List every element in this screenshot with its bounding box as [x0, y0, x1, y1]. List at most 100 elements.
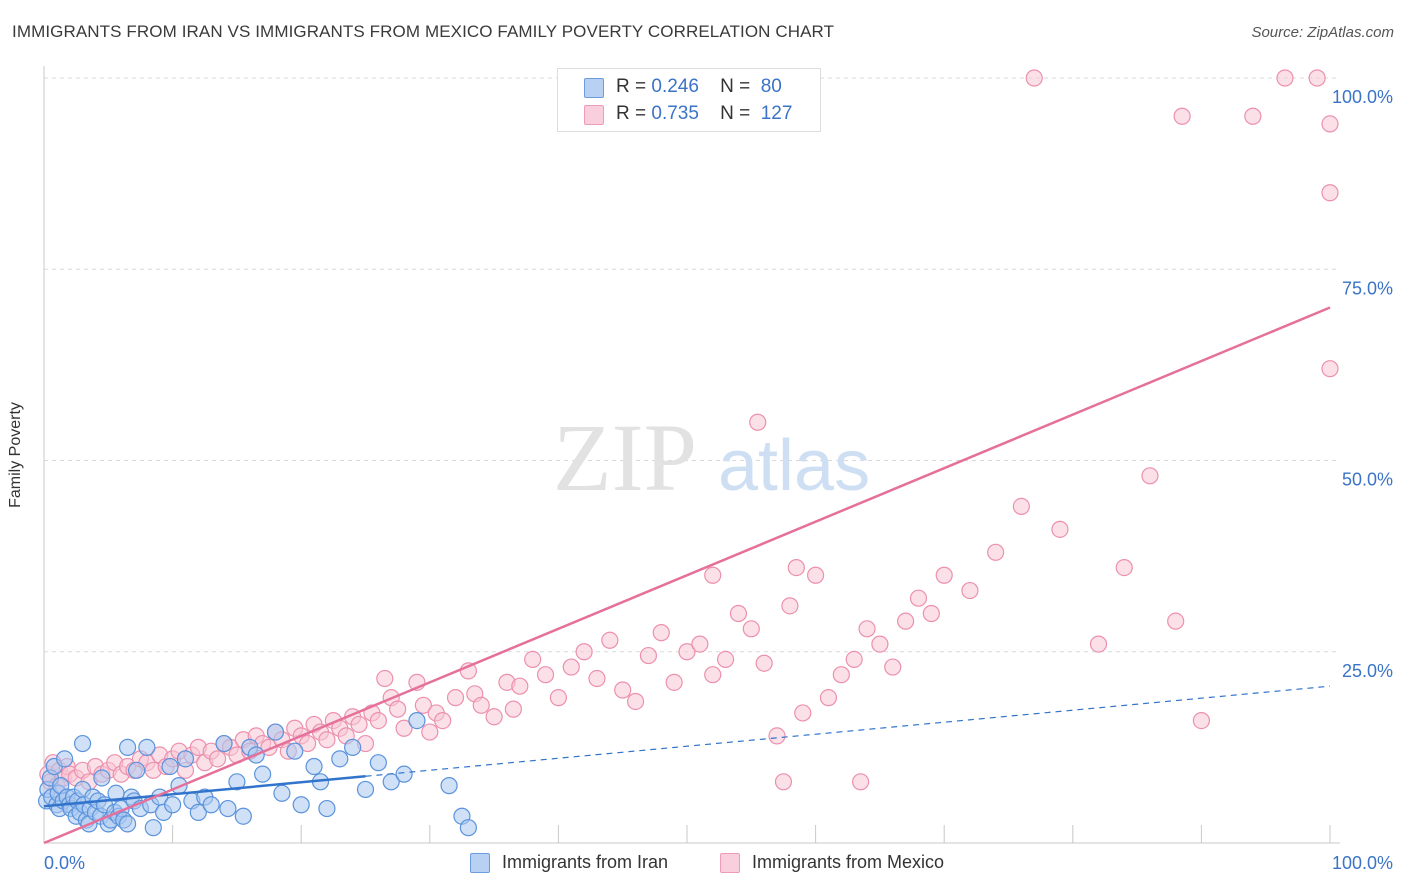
- mexico-point: [749, 413, 767, 431]
- mexico-point: [858, 620, 876, 638]
- iran-points: [37, 711, 477, 837]
- iran-point: [118, 815, 137, 833]
- mexico-point: [794, 704, 812, 722]
- iran-point: [176, 750, 195, 768]
- mexico-point: [389, 700, 407, 718]
- mexico-point: [626, 692, 645, 711]
- y-tick-label-1: 50.0%: [1342, 470, 1393, 490]
- mexico-point: [395, 719, 413, 737]
- iran-trend-line: [43, 775, 366, 808]
- mexico-point: [575, 643, 593, 661]
- legend-iran-stats: R = 0.246 N = 80: [616, 76, 782, 98]
- y-tick-label-3: 100.0%: [1332, 87, 1393, 107]
- iran-point: [395, 765, 413, 783]
- iran-point: [273, 784, 291, 802]
- iran-legend-swatch: [470, 853, 490, 873]
- mexico-point: [536, 666, 555, 684]
- iran-point: [138, 738, 156, 756]
- mexico-point: [781, 597, 799, 615]
- mexico-point: [678, 643, 696, 661]
- iran-point: [202, 796, 220, 814]
- mexico-point: [446, 689, 465, 707]
- source-label: Source: ZipAtlas.com: [1251, 24, 1394, 41]
- mexico-point: [511, 677, 529, 695]
- iran-point: [305, 757, 323, 776]
- iran-point: [266, 723, 285, 741]
- mexico-legend-swatch: [720, 853, 740, 873]
- iran-swatch: [584, 78, 604, 98]
- mexico-point: [1321, 360, 1339, 378]
- mexico-point: [704, 666, 722, 684]
- mexico-point: [1012, 497, 1030, 515]
- mexico-point: [987, 543, 1005, 561]
- mexico-point: [691, 635, 709, 653]
- y-axis-label: Family Poverty: [7, 402, 24, 508]
- mexico-swatch: [584, 105, 604, 125]
- mexico-point: [504, 700, 522, 718]
- chart-title: IMMIGRANTS FROM IRAN VS IMMIGRANTS FROM …: [12, 22, 835, 41]
- iran-point: [127, 761, 146, 779]
- mexico-point: [704, 566, 722, 584]
- mexico-point: [414, 696, 432, 714]
- mexico-point: [774, 773, 793, 791]
- legend-mexico-n-label: N =: [720, 103, 751, 124]
- iran-point: [215, 734, 233, 753]
- mexico-point: [369, 711, 387, 730]
- mexico-point: [588, 669, 606, 688]
- iran-point: [369, 754, 387, 772]
- mexico-point: [1141, 467, 1159, 485]
- legend-iran-r-label: R =: [616, 76, 647, 97]
- iran-point: [408, 711, 426, 730]
- x-tick-label-0: 0.0%: [44, 853, 85, 873]
- iran-point: [228, 773, 246, 791]
- iran-point: [55, 750, 74, 768]
- watermark-atlas: atlas: [718, 426, 870, 506]
- iran-point: [356, 780, 375, 799]
- iran-point: [459, 819, 477, 837]
- iran-point: [161, 757, 179, 776]
- x-tick-labels: 0.0% 100.0%: [44, 853, 1393, 873]
- mexico-point: [922, 604, 940, 623]
- legend-mexico-r-value: 0.735: [651, 103, 699, 124]
- legend-iran-n-value: 80: [760, 76, 782, 97]
- mexico-point: [549, 689, 568, 707]
- mexico-point: [1167, 612, 1185, 630]
- watermark-zip: ZIP: [553, 404, 697, 511]
- mexico-point: [884, 658, 902, 676]
- mexico-point: [614, 681, 632, 699]
- mexico-point: [1115, 558, 1133, 577]
- mexico-point: [209, 750, 227, 768]
- y-tick-label-0: 25.0%: [1342, 661, 1393, 681]
- mexico-point: [935, 566, 953, 584]
- mexico-point: [806, 566, 825, 584]
- iran-point: [331, 750, 349, 768]
- mexico-point: [716, 650, 735, 669]
- mexico-point: [845, 650, 863, 669]
- gridlines: [44, 77, 1340, 653]
- y-tick-label-2: 75.0%: [1342, 278, 1393, 298]
- iran-point: [93, 769, 111, 787]
- mexico-point: [1089, 635, 1108, 653]
- mexico-point: [1025, 69, 1043, 87]
- mexico-point: [376, 669, 394, 688]
- iran-point: [292, 796, 310, 814]
- mexico-point: [819, 689, 838, 707]
- iran-legend-label: Immigrants from Iran: [502, 852, 669, 872]
- mexico-trend-line: [43, 306, 1331, 845]
- mexico-point: [639, 646, 658, 665]
- iran-point: [219, 799, 237, 818]
- mexico-legend-label: Immigrants from Mexico: [752, 852, 945, 872]
- mexico-point: [299, 734, 317, 753]
- mexico-point: [562, 658, 580, 676]
- mexico-point: [1276, 69, 1294, 87]
- iran-point: [286, 742, 304, 760]
- legend-mexico-n-value: 127: [760, 103, 793, 124]
- mexico-point: [601, 631, 619, 649]
- legend-iran-r-value: 0.246: [651, 76, 699, 97]
- mexico-point: [1321, 184, 1339, 202]
- mexico-point: [832, 666, 850, 684]
- x-tick-label-1: 100.0%: [1332, 853, 1393, 873]
- mexico-point: [729, 604, 748, 623]
- iran-point: [344, 738, 362, 756]
- mexico-point: [318, 731, 336, 749]
